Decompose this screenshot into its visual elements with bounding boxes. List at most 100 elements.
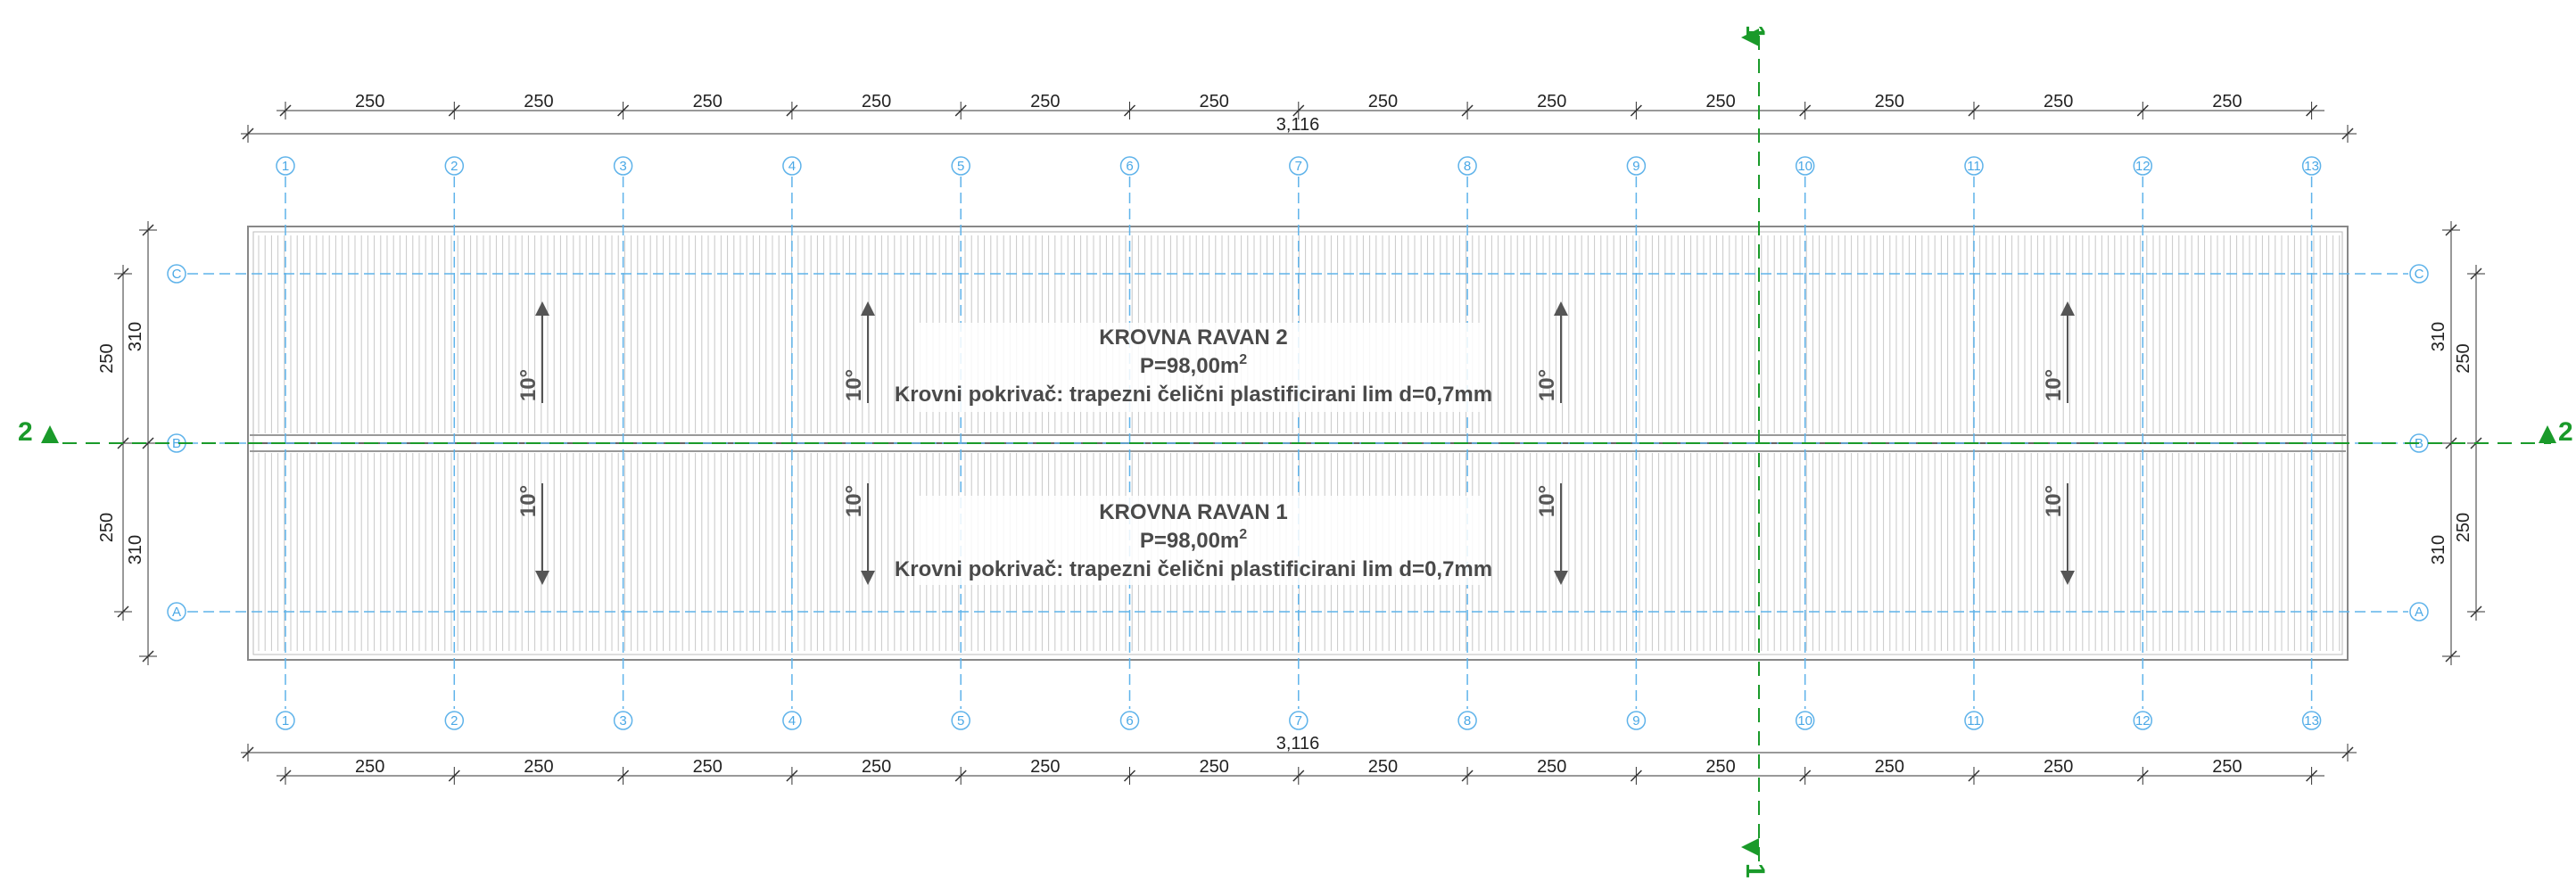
dim-tick xyxy=(2306,770,2318,782)
grid-label-5: 5 xyxy=(957,713,964,729)
slope-label: 10° xyxy=(2042,485,2066,517)
dim-label-bay: 250 xyxy=(1199,757,1228,777)
dim-tick xyxy=(1461,770,1474,782)
section-line-2: 2 2 xyxy=(18,417,2573,447)
dim-label-bay: 250 xyxy=(862,92,891,111)
slope-arrowhead xyxy=(2060,571,2075,585)
dim-label-vertical: 310 xyxy=(2429,535,2448,564)
dim-tick xyxy=(1292,104,1305,117)
grid-label-8: 8 xyxy=(1464,159,1471,174)
roof-sheeting xyxy=(258,235,2341,651)
dim-label-vertical: 250 xyxy=(2454,343,2473,373)
dim-tick xyxy=(1292,770,1305,782)
grid-label-C: C xyxy=(172,267,182,282)
roof-plane-2-covering: Krovni pokrivač: trapezni čelični plasti… xyxy=(895,383,1492,407)
grid-label-12: 12 xyxy=(2135,713,2151,729)
dim-tick xyxy=(1123,104,1136,117)
slope-arrowhead xyxy=(535,301,549,316)
grid-label-11: 11 xyxy=(1967,713,1981,729)
dim-tick xyxy=(1968,104,1980,117)
dim-label-bay: 250 xyxy=(355,92,384,111)
roof-plane-1-covering: Krovni pokrivač: trapezni čelični plasti… xyxy=(895,557,1492,581)
dim-label-bay: 250 xyxy=(693,92,722,111)
dim-tick xyxy=(142,650,154,663)
grid-bubble-2 xyxy=(444,156,465,176)
dim-tick xyxy=(1799,770,1812,782)
grid-label-B: B xyxy=(172,436,181,451)
grid-bubble-C xyxy=(2409,264,2429,284)
grid-bubble-6 xyxy=(1119,711,1140,730)
grid-bubble-9 xyxy=(1626,156,1647,176)
grid-label-5: 5 xyxy=(957,159,964,174)
dim-label-bay: 250 xyxy=(1368,92,1398,111)
grid-bubble-12 xyxy=(2133,711,2153,730)
slope-arrowhead xyxy=(861,301,875,316)
dim-label-vertical: 250 xyxy=(97,513,117,542)
grid-label-2: 2 xyxy=(450,159,458,174)
grid-label-C: C xyxy=(2415,267,2424,282)
dim-label-vertical: 310 xyxy=(126,322,145,351)
grid-bubble-5 xyxy=(951,711,970,730)
dim-tick xyxy=(142,224,154,236)
grid-bubble-9 xyxy=(1626,711,1647,730)
dim-tick xyxy=(2306,104,2318,117)
dim-tick xyxy=(617,104,630,117)
grid-label-B: B xyxy=(2415,436,2423,451)
dim-label-bay: 250 xyxy=(2043,757,2073,777)
grid-bubble-12 xyxy=(2133,156,2153,176)
grid-label-1: 1 xyxy=(282,159,289,174)
grid-bubble-3 xyxy=(613,156,633,176)
dim-label-bay: 250 xyxy=(524,757,553,777)
dim-label-bay: 250 xyxy=(2212,92,2242,111)
grid-label-10: 10 xyxy=(1797,159,1812,174)
grid-label-3: 3 xyxy=(619,159,626,174)
grid-label-13: 13 xyxy=(2304,159,2319,174)
dim-label-bay: 250 xyxy=(1199,92,1228,111)
grid-label-6: 6 xyxy=(1126,713,1133,729)
grid-label-9: 9 xyxy=(1632,713,1639,729)
grid-bubble-6 xyxy=(1119,156,1140,176)
grid-bubble-C xyxy=(167,264,186,284)
dim-tick xyxy=(448,104,460,117)
grid-label-A: A xyxy=(2415,605,2423,620)
dim-label-total: 3,116 xyxy=(1276,734,1320,753)
slope-arrowhead xyxy=(1554,301,1568,316)
dim-tick xyxy=(2136,104,2149,117)
dim-label-bay: 250 xyxy=(1875,92,1904,111)
grid-bubble-11 xyxy=(1964,711,1984,730)
dim-tick xyxy=(279,770,292,782)
dim-label-vertical: 310 xyxy=(126,535,145,564)
grid-bubble-A xyxy=(167,602,186,622)
slope-label: 10° xyxy=(2042,369,2066,401)
grid-label-A: A xyxy=(172,605,181,620)
slope-label: 10° xyxy=(1535,485,1559,517)
slope-label: 10° xyxy=(516,485,541,517)
slope-arrowhead xyxy=(861,571,875,585)
dim-label-bay: 250 xyxy=(1030,757,1060,777)
dim-label-bay: 250 xyxy=(1030,92,1060,111)
grid-bubble-10 xyxy=(1795,156,1815,176)
grid-bubble-7 xyxy=(1289,711,1309,730)
grid-bubble-8 xyxy=(1457,711,1477,730)
grid-label-4: 4 xyxy=(788,713,796,729)
dim-tick xyxy=(1968,770,1980,782)
grid-label-3: 3 xyxy=(619,713,626,729)
dim-tick xyxy=(1461,104,1474,117)
dim-label-bay: 250 xyxy=(1705,757,1735,777)
grid-bubble-1 xyxy=(276,711,295,730)
dim-tick xyxy=(142,437,154,449)
dimension-lines: 250 250 250 250 250 250 250 250 250 250 250 250 3,11… xyxy=(97,92,2485,785)
dim-tick xyxy=(2136,770,2149,782)
dim-label-vertical: 250 xyxy=(97,343,117,373)
grid-label-4: 4 xyxy=(788,159,796,174)
dim-tick xyxy=(2470,605,2482,618)
dim-label-bay: 250 xyxy=(1705,92,1735,111)
section-2-right-label: 2 xyxy=(2558,417,2573,447)
dim-tick xyxy=(617,770,630,782)
section-line-1: 1 1 xyxy=(1740,25,1770,878)
dim-label-bay: 250 xyxy=(2043,92,2073,111)
dim-tick xyxy=(2445,650,2457,663)
dim-tick xyxy=(448,770,460,782)
dim-label-bay: 250 xyxy=(355,757,384,777)
grid-label-13: 13 xyxy=(2304,713,2319,729)
